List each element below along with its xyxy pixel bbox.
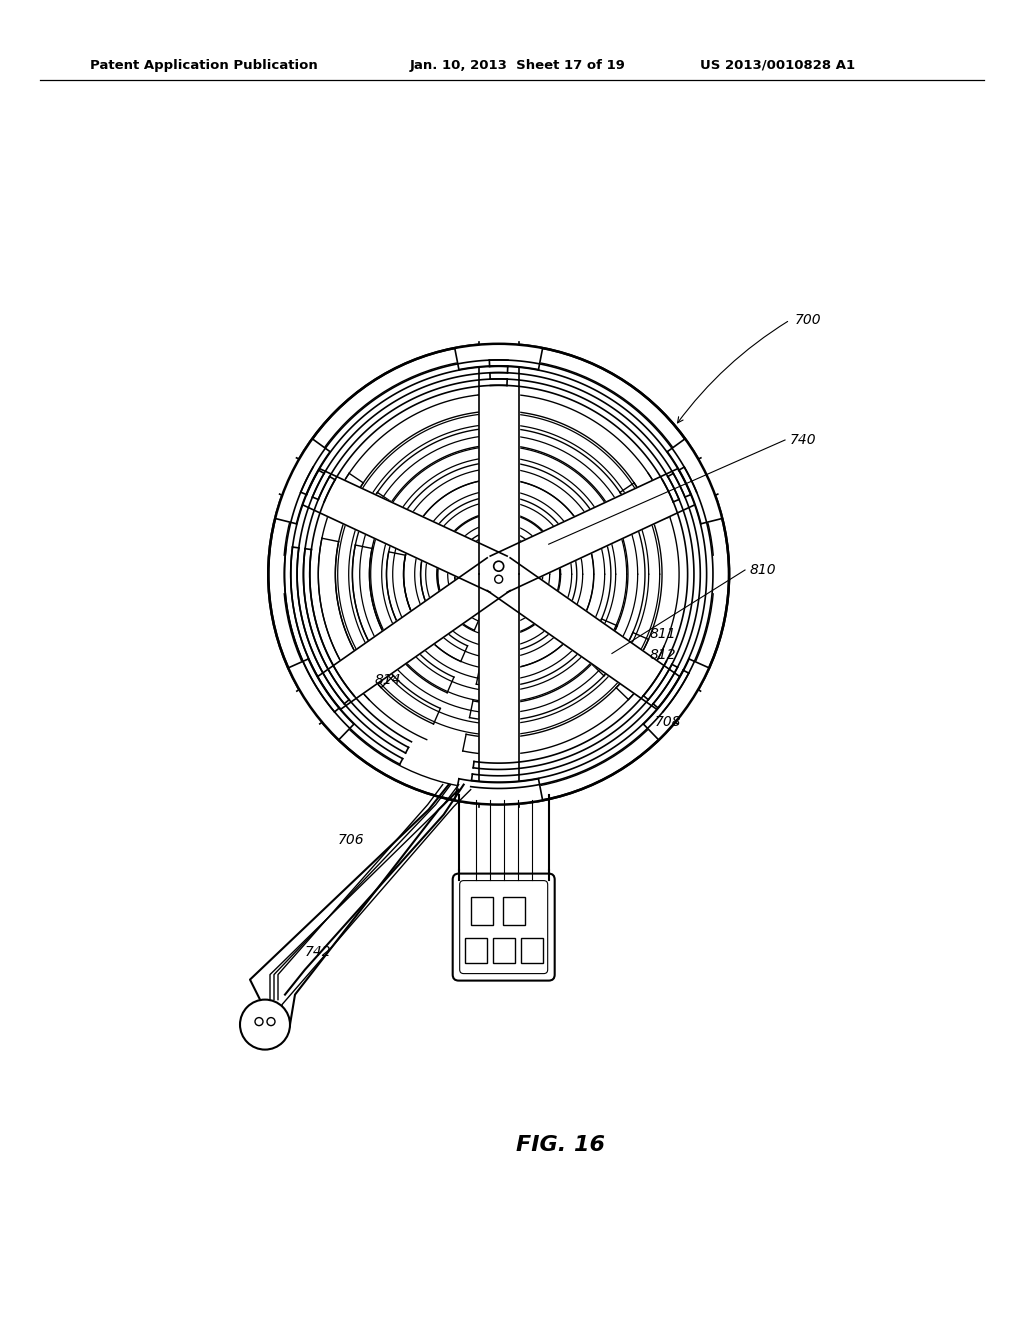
Circle shape bbox=[240, 999, 290, 1049]
Circle shape bbox=[255, 1018, 263, 1026]
Bar bbox=[503, 896, 524, 924]
Polygon shape bbox=[487, 558, 700, 723]
Text: 708: 708 bbox=[655, 715, 682, 729]
Circle shape bbox=[267, 1018, 275, 1026]
Polygon shape bbox=[280, 458, 507, 593]
Bar bbox=[520, 937, 543, 962]
Text: 812: 812 bbox=[650, 648, 677, 663]
Polygon shape bbox=[455, 343, 543, 370]
Text: Patent Application Publication: Patent Application Publication bbox=[90, 58, 317, 71]
Text: 814: 814 bbox=[375, 673, 401, 686]
Text: 810: 810 bbox=[750, 564, 776, 577]
Text: 742: 742 bbox=[305, 945, 332, 960]
Circle shape bbox=[268, 343, 729, 805]
Circle shape bbox=[494, 561, 504, 572]
Polygon shape bbox=[275, 438, 330, 524]
Text: 811: 811 bbox=[650, 627, 677, 642]
Text: 700: 700 bbox=[795, 313, 821, 327]
Polygon shape bbox=[478, 574, 519, 807]
Text: US 2013/0010828 A1: US 2013/0010828 A1 bbox=[700, 58, 855, 71]
Polygon shape bbox=[288, 659, 354, 741]
Bar bbox=[465, 937, 486, 962]
Bar bbox=[471, 896, 493, 924]
Polygon shape bbox=[490, 458, 718, 593]
Polygon shape bbox=[478, 342, 519, 574]
Polygon shape bbox=[643, 659, 710, 741]
Polygon shape bbox=[480, 348, 517, 800]
Polygon shape bbox=[455, 779, 543, 805]
Polygon shape bbox=[297, 558, 510, 723]
Bar bbox=[493, 937, 515, 962]
Text: 706: 706 bbox=[338, 833, 365, 847]
FancyBboxPatch shape bbox=[453, 874, 555, 981]
Text: Jan. 10, 2013  Sheet 17 of 19: Jan. 10, 2013 Sheet 17 of 19 bbox=[410, 58, 626, 71]
Polygon shape bbox=[273, 556, 724, 593]
Text: FIG. 16: FIG. 16 bbox=[515, 1135, 604, 1155]
Text: 740: 740 bbox=[790, 433, 816, 447]
Polygon shape bbox=[668, 438, 722, 524]
Circle shape bbox=[495, 576, 503, 583]
